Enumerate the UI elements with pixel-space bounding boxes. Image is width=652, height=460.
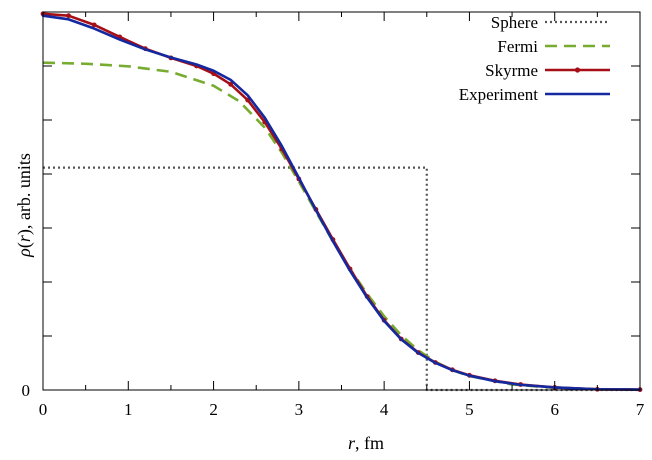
x-tick-label: 3 xyxy=(295,400,304,419)
legend: Sphere Fermi Skyrme Experiment xyxy=(459,13,610,104)
series-line-sphere xyxy=(43,166,640,392)
x-tick-label: 5 xyxy=(465,400,474,419)
legend-label: Fermi xyxy=(497,37,538,56)
legend-label: Sphere xyxy=(491,13,538,32)
y-axis-label: ρ(r), arb. units xyxy=(14,153,35,258)
x-axis-label: r, fm xyxy=(348,433,384,453)
series-line-fermi xyxy=(42,61,641,391)
series-point-skyrme xyxy=(66,13,71,19)
x-tick-label: 2 xyxy=(209,400,218,419)
series-point-skyrme xyxy=(228,81,234,87)
x-tick-label: 6 xyxy=(550,400,559,419)
x-tick-label: 4 xyxy=(380,400,389,419)
y-tick-label: 0 xyxy=(22,381,31,400)
series-point-skyrme xyxy=(91,22,97,28)
legend-label: Experiment xyxy=(459,85,539,104)
axes: 0 1 2 3 4 5 6 7 0 xyxy=(22,11,645,419)
x-tick-label: 7 xyxy=(636,400,645,419)
series-line-experiment xyxy=(41,14,642,391)
legend-label: Skyrme xyxy=(485,61,538,80)
x-tick-label: 1 xyxy=(124,400,133,419)
legend-marker-skyrme xyxy=(574,67,581,73)
x-tick-label: 0 xyxy=(39,400,48,419)
plot-area xyxy=(40,11,643,393)
